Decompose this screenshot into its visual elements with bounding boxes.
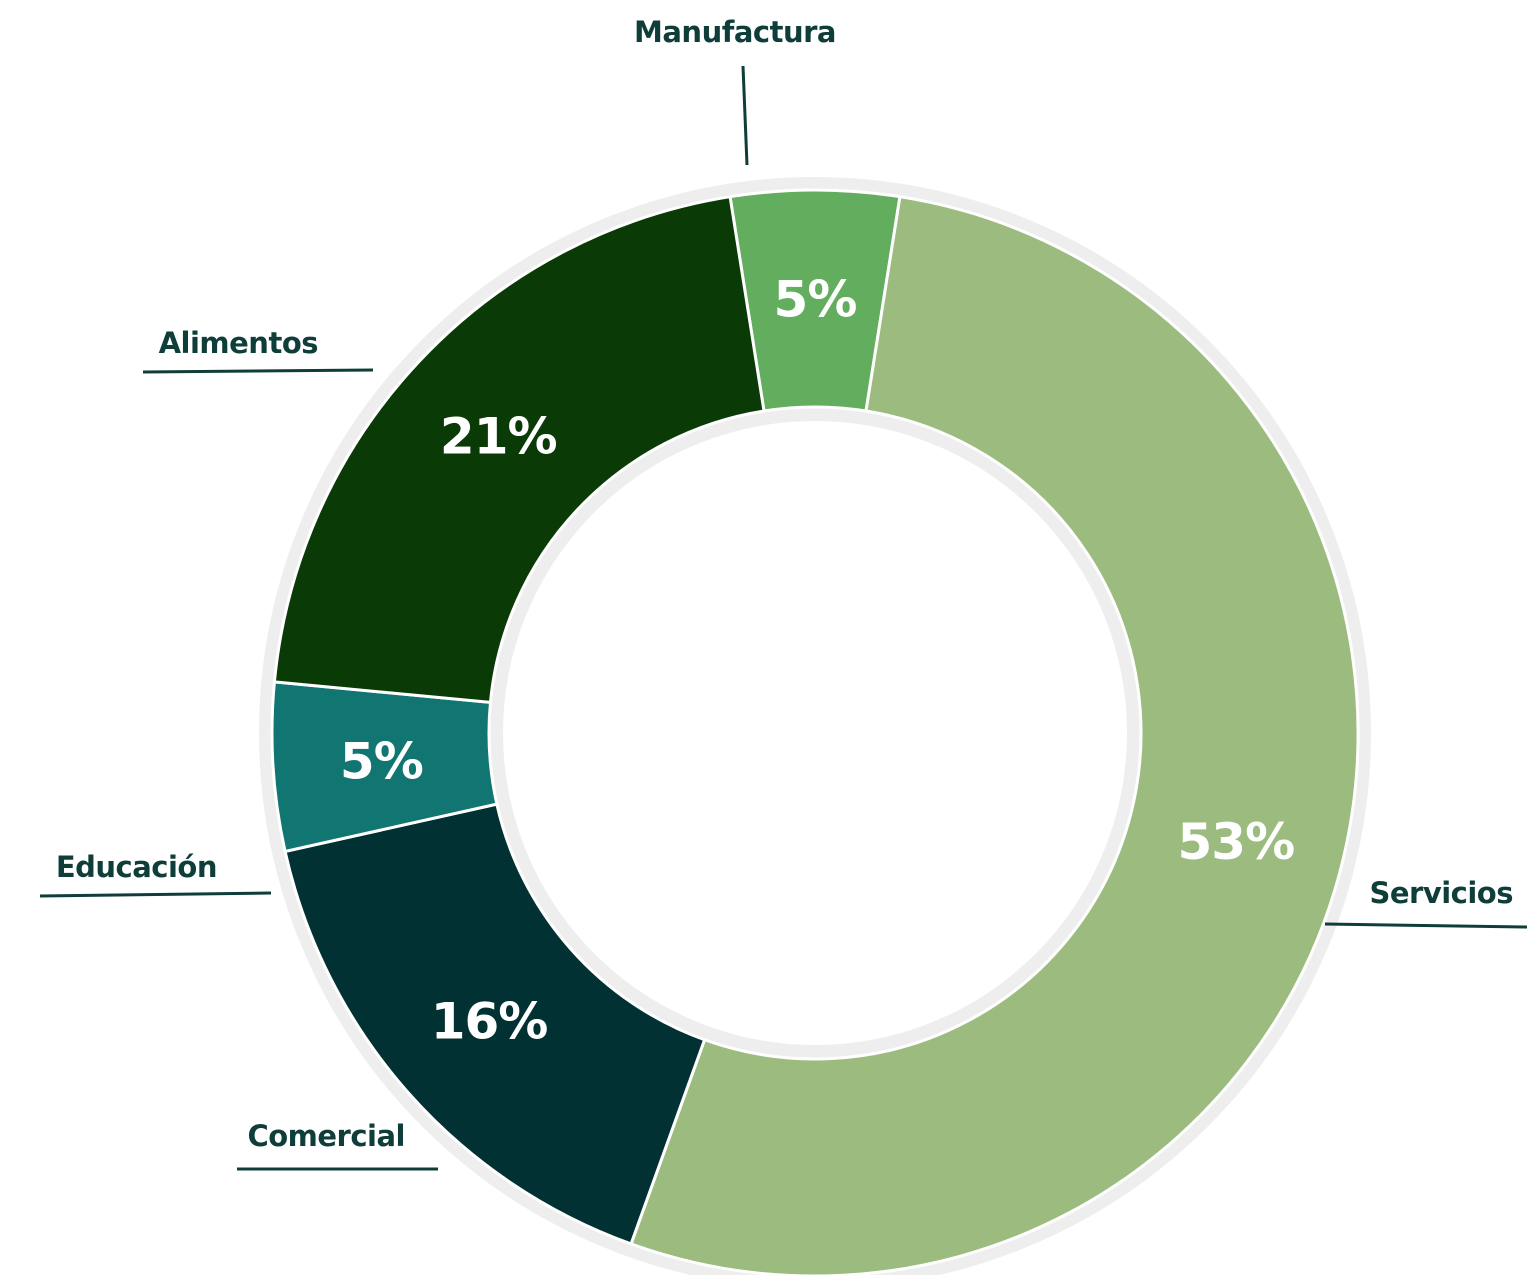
leader-line-alimentos [142,368,374,374]
value-label-educacion: 5% [340,732,423,790]
leader-line-servicios [1324,922,1527,929]
category-label-educacion: Educación [56,850,217,884]
donut-slices [270,188,1360,1275]
slice-alimentos [272,194,766,704]
inner-ring [489,407,1141,1059]
value-label-manufactura: 5% [774,271,857,329]
category-label-comercial: Comercial [247,1119,405,1153]
value-labels: 5% 53% 16% 5% 21% [340,271,1295,1051]
value-label-comercial: 16% [431,992,548,1050]
leader-line-educacion [39,891,272,898]
slice-comercial [283,802,707,1246]
category-label-alimentos: Alimentos [159,326,318,360]
leader-line-manufactura [741,65,749,166]
outer-ring [259,177,1371,1275]
category-label-manufactura: Manufactura [634,15,836,49]
slice-servicios [629,194,1360,1275]
value-label-alimentos: 21% [440,408,557,466]
category-label-servicios: Servicios [1369,876,1513,910]
value-label-servicios: 53% [1178,813,1295,871]
category-labels: Manufactura Servicios Comercial Educación Al… [39,15,1527,1171]
